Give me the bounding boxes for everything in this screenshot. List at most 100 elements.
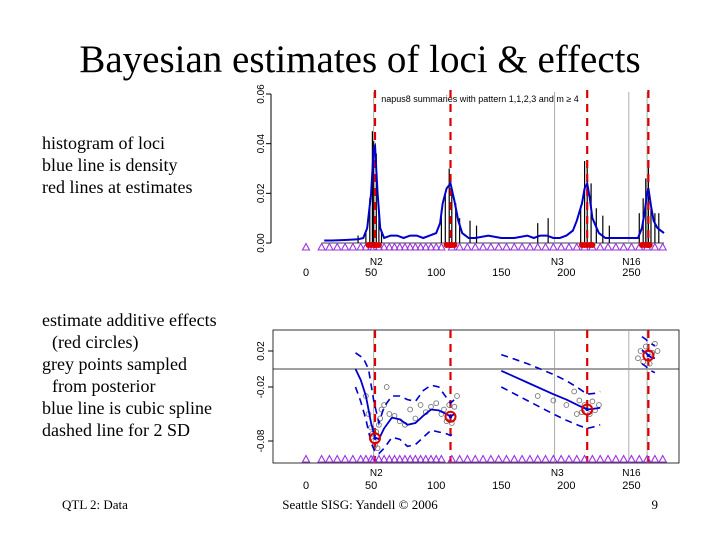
lower-marker-triangle [603,454,613,463]
lower-marker-triangle [340,454,350,463]
upper-marker-triangle [395,242,405,251]
upper-marker-triangle [517,242,527,251]
lower-marker-triangle [384,454,394,463]
lower-marker-triangle [400,454,410,463]
upper-marker-triangle [410,242,420,251]
lower-posterior-sample [534,393,541,399]
lower-posterior-sample [374,445,381,452]
lower-marker-triangle [470,454,480,463]
lower-effect-circle [444,410,457,423]
lower-caption-line: blue line is cubic spline [42,398,212,418]
upper-marker-triangle [619,242,629,251]
lower-posterior-sample [635,355,641,362]
upper-caption: histogram of loci blue line is density r… [42,132,192,198]
upper-marker-triangle [431,242,441,251]
upper-x-tick-label: 50 [365,267,377,279]
upper-marker-triangle [470,242,480,251]
upper-marker-triangle [426,242,436,251]
lower-marker-triangle [627,454,636,463]
lower-posterior-sample [649,349,656,356]
upper-x-tick-label: 250 [622,267,640,279]
lower-marker-triangle [390,454,399,463]
lower-chromosome-label: N16 [622,468,641,479]
upper-estimate-point [589,242,596,248]
lower-marker-triangle [541,454,550,463]
lower-x-tick-label: 200 [557,480,575,492]
upper-marker-triangle [340,242,350,251]
lower-effect-center [646,353,650,358]
footer-left: QTL 2: Data [62,497,128,512]
lower-caption-line: (red circles) [52,332,139,352]
upper-marker-triangle [301,242,311,251]
lower-marker-triangle [431,454,441,463]
lower-marker-triangle [301,454,311,463]
lower-effect-circle [368,432,381,445]
lower-marker-triangle [509,454,519,463]
upper-marker-triangle [317,242,327,251]
lower-x-tick-label: 250 [622,480,640,492]
lower-x-tick-label: 0 [303,480,309,492]
upper-marker-triangle [390,242,399,251]
upper-marker-triangle [405,242,415,251]
lower-effect-center [585,407,589,412]
upper-marker-triangle [384,242,394,251]
upper-x-tick-label: 200 [557,267,575,279]
lower-marker-triangle [611,454,621,463]
lower-marker-triangle [650,454,660,463]
lower-caption: estimate additive effects (red circles) … [42,309,217,441]
upper-marker-triangle [416,242,425,251]
upper-marker-triangle [455,242,465,251]
lower-marker-triangle [478,454,488,463]
lower-posterior-sample [417,402,424,408]
lower-posterior-sample [596,402,602,408]
upper-marker-triangle [400,242,410,251]
lower-posterior-sample [381,402,387,408]
upper-estimate-point [646,242,653,248]
upper-y-tick-label: 0.02 [256,183,267,203]
lower-marker-triangle [564,454,574,463]
lower-lower-sd-line [641,362,656,374]
upper-marker-triangle [525,242,535,251]
lower-marker-triangle [379,454,389,463]
lower-marker-triangle [410,454,420,463]
lower-chromosome-label: N2 [370,468,383,479]
lower-marker-triangle [619,454,629,463]
upper-chromosome-label: N2 [370,257,383,268]
lower-upper-sd-line [355,352,455,427]
upper-y-tick-label: 0.00 [256,233,267,253]
upper-marker-triangle [572,242,582,251]
upper-x-tick-label: 150 [492,267,510,279]
upper-marker-triangle [502,242,511,251]
lower-marker-triangle [405,454,415,463]
upper-marker-triangle [486,242,496,251]
lower-posterior-sample [412,415,419,422]
upper-y-tick-label: 0.06 [256,84,267,104]
upper-marker-triangle [325,242,334,251]
upper-caption-line: histogram of loci [42,133,165,153]
upper-marker-triangle [509,242,519,251]
lower-marker-triangle [369,454,379,463]
upper-marker-triangle [650,242,660,251]
lower-effect-circle [642,349,655,362]
upper-marker-triangle [356,242,366,251]
lower-caption-line: grey points sampled [42,354,187,374]
upper-estimate-point [451,242,458,248]
lower-marker-triangle [580,454,590,463]
lower-posterior-sample [383,384,390,390]
lower-caption-line: estimate additive effects [42,310,217,330]
lower-marker-triangle [587,454,597,463]
upper-marker-triangle [379,242,389,251]
lower-marker-triangle [447,454,457,463]
lower-marker-triangle [595,454,605,463]
lower-marker-triangle [517,454,527,463]
lower-posterior-sample [386,411,393,417]
lower-y-tick-label: -0.08 [256,429,267,452]
lower-spline-line [500,369,601,411]
lower-marker-triangle [361,454,371,463]
lower-lower-sd-line [500,386,601,430]
lower-marker-triangle [658,454,668,463]
lower-marker-triangle [436,454,446,463]
upper-chart-title: napus8 summaries with pattern 1,1,2,3 an… [381,94,579,104]
lower-marker-triangle [332,454,342,463]
upper-marker-triangle [541,242,550,251]
